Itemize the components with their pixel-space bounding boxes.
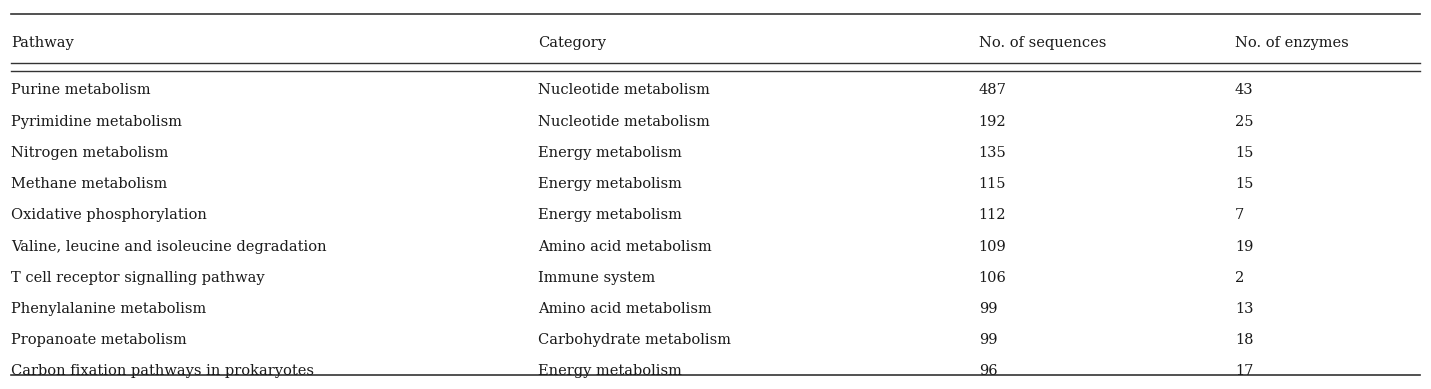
Text: Nucleotide metabolism: Nucleotide metabolism [538,83,710,97]
Text: 43: 43 [1235,83,1254,97]
Text: Energy metabolism: Energy metabolism [538,208,681,222]
Text: Carbohydrate metabolism: Carbohydrate metabolism [538,333,731,347]
Text: 487: 487 [979,83,1006,97]
Text: 112: 112 [979,208,1006,222]
Text: 25: 25 [1235,115,1254,129]
Text: Methane metabolism: Methane metabolism [11,177,167,191]
Text: 18: 18 [1235,333,1254,347]
Text: 135: 135 [979,146,1006,160]
Text: No. of sequences: No. of sequences [979,36,1106,50]
Text: Valine, leucine and isoleucine degradation: Valine, leucine and isoleucine degradati… [11,240,326,254]
Text: 115: 115 [979,177,1006,191]
Text: Energy metabolism: Energy metabolism [538,364,681,378]
Text: Propanoate metabolism: Propanoate metabolism [11,333,187,347]
Text: 99: 99 [979,302,997,316]
Text: 99: 99 [979,333,997,347]
Text: 109: 109 [979,240,1006,254]
Text: 7: 7 [1235,208,1244,222]
Text: Amino acid metabolism: Amino acid metabolism [538,302,711,316]
Text: 96: 96 [979,364,997,378]
Text: Nucleotide metabolism: Nucleotide metabolism [538,115,710,129]
Text: 17: 17 [1235,364,1254,378]
Text: 15: 15 [1235,146,1254,160]
Text: Pyrimidine metabolism: Pyrimidine metabolism [11,115,182,129]
Text: 2: 2 [1235,271,1244,285]
Text: T cell receptor signalling pathway: T cell receptor signalling pathway [11,271,265,285]
Text: Nitrogen metabolism: Nitrogen metabolism [11,146,169,160]
Text: Energy metabolism: Energy metabolism [538,146,681,160]
Text: Purine metabolism: Purine metabolism [11,83,150,97]
Text: 15: 15 [1235,177,1254,191]
Text: Category: Category [538,36,605,50]
Text: Pathway: Pathway [11,36,74,50]
Text: Carbon fixation pathways in prokaryotes: Carbon fixation pathways in prokaryotes [11,364,315,378]
Text: 106: 106 [979,271,1006,285]
Text: No. of enzymes: No. of enzymes [1235,36,1348,50]
Text: Oxidative phosphorylation: Oxidative phosphorylation [11,208,207,222]
Text: Energy metabolism: Energy metabolism [538,177,681,191]
Text: Phenylalanine metabolism: Phenylalanine metabolism [11,302,206,316]
Text: 13: 13 [1235,302,1254,316]
Text: 192: 192 [979,115,1006,129]
Text: 19: 19 [1235,240,1254,254]
Text: Amino acid metabolism: Amino acid metabolism [538,240,711,254]
Text: Immune system: Immune system [538,271,655,285]
